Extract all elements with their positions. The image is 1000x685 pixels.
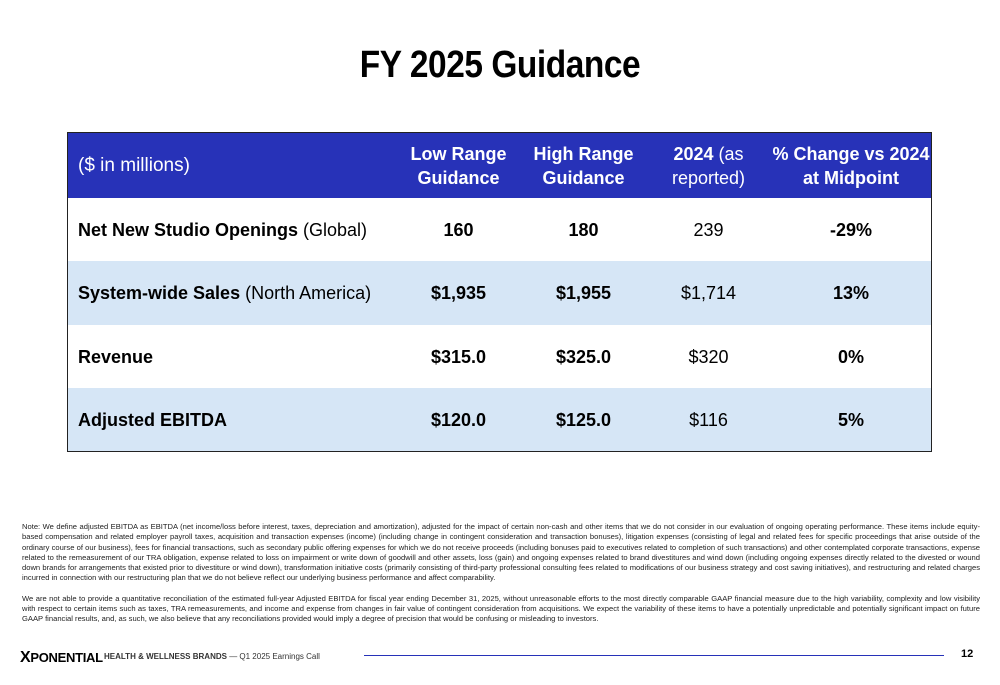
row-label-main: Adjusted EBITDA [78,409,228,430]
change-value: -29% [829,219,873,240]
footer-caption: HEALTH & WELLNESS BRANDS — Q1 2025 Earni… [104,652,320,661]
low-value: 160 [443,219,474,240]
table-row: System-wide Sales (North America) $1,935… [68,261,931,325]
header-high-line2: Guidance [542,167,625,188]
footnote-reconciliation: We are not able to provide a quantitativ… [22,593,980,624]
logo-wordmark: PONENTIAL [30,650,103,665]
logo-x-mark: X [20,649,31,666]
prior-value: $1,714 [680,283,737,303]
footnote: Note: We define adjusted EBITDA as EBITD… [22,522,980,635]
header-change-line1: % Change vs 2024 [772,143,930,164]
header-2024-line2: reported) [671,167,746,188]
row-label-qualifier: (Global) [298,219,368,240]
row-label: Revenue [78,325,418,388]
high-value: $1,955 [555,283,612,303]
row-label-qualifier: (North America) [240,283,372,303]
row-label-main: Net New Studio Openings [78,219,299,240]
table-header-row: ($ in millions) Low Range Guidance High R… [68,133,931,198]
header-low-range: Low Range Guidance [396,133,521,198]
change-value: 0% [837,346,864,367]
table-row: Net New Studio Openings (Global) 160 180… [68,198,931,261]
table-row: Adjusted EBITDA $120.0 $125.0 $116 5% [68,388,931,451]
high-value: 180 [568,219,599,240]
footer-divider [364,655,944,656]
low-value: $315.0 [430,346,487,367]
change-value: 13% [832,283,870,303]
guidance-table: ($ in millions) Low Range Guidance High R… [67,132,932,452]
header-2024-rest: (as [713,143,744,164]
row-label: System-wide Sales (North America) [78,261,418,325]
company-logo: XPONENTIAL [20,649,103,667]
high-value: $125.0 [555,409,612,430]
page-number: 12 [961,648,974,660]
prior-value: $320 [688,346,729,367]
header-2024: 2024 (as reported) [646,133,771,198]
high-value: $325.0 [555,346,612,367]
header-low-line2: Guidance [417,167,500,188]
change-value: 5% [837,409,864,430]
low-value: $120.0 [430,409,487,430]
header-change-line2: at Midpoint [803,167,899,188]
row-label-main: System-wide Sales [78,283,241,303]
header-high-line1: High Range [533,143,634,164]
row-label: Adjusted EBITDA [78,388,418,451]
row-label-main: Revenue [78,346,154,367]
row-label: Net New Studio Openings (Global) [78,198,418,261]
header-change: % Change vs 2024 at Midpoint [771,133,931,198]
header-high-range: High Range Guidance [521,133,646,198]
header-low-line1: Low Range [410,143,507,164]
prior-value: 239 [693,219,724,240]
header-2024-year: 2024 [673,143,714,164]
table-row: Revenue $315.0 $325.0 $320 0% [68,325,931,388]
unit-label: ($ in millions) [78,154,190,176]
footnote-adjusted-ebitda: Note: We define adjusted EBITDA as EBITD… [22,522,980,583]
prior-value: $116 [689,409,728,430]
footer-event: — Q1 2025 Earnings Call [226,652,320,661]
page-title: FY 2025 Guidance [359,44,641,86]
low-value: $1,935 [430,283,487,303]
footer-brand: HEALTH & WELLNESS BRANDS [104,652,227,661]
